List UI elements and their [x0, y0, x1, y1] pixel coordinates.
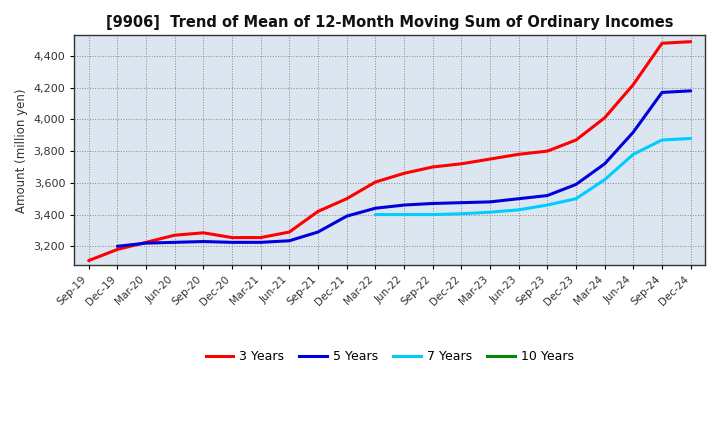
Title: [9906]  Trend of Mean of 12-Month Moving Sum of Ordinary Incomes: [9906] Trend of Mean of 12-Month Moving … — [106, 15, 673, 30]
Y-axis label: Amount (million yen): Amount (million yen) — [15, 88, 28, 213]
Legend: 3 Years, 5 Years, 7 Years, 10 Years: 3 Years, 5 Years, 7 Years, 10 Years — [201, 345, 579, 368]
